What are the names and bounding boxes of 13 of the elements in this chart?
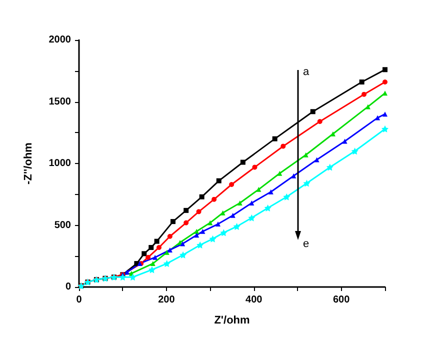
x-tick-label: 600	[332, 294, 350, 306]
x-axis-title: Z'/ohm	[214, 314, 250, 326]
annotation: a	[303, 66, 310, 78]
x-tick-label: 200	[158, 294, 176, 306]
annotation: e	[303, 238, 310, 250]
y-tick-label: 2000	[48, 34, 72, 46]
x-tick-label: 0	[76, 294, 82, 306]
y-tick-label: 1500	[48, 96, 72, 108]
x-tick-label: 400	[246, 294, 263, 306]
y-tick-label: 0	[65, 282, 72, 292]
y-tick-label: 500	[54, 220, 72, 231]
y-tick-label: 1000	[48, 158, 72, 169]
y-axis-title: -Z''/ohm	[22, 142, 34, 184]
